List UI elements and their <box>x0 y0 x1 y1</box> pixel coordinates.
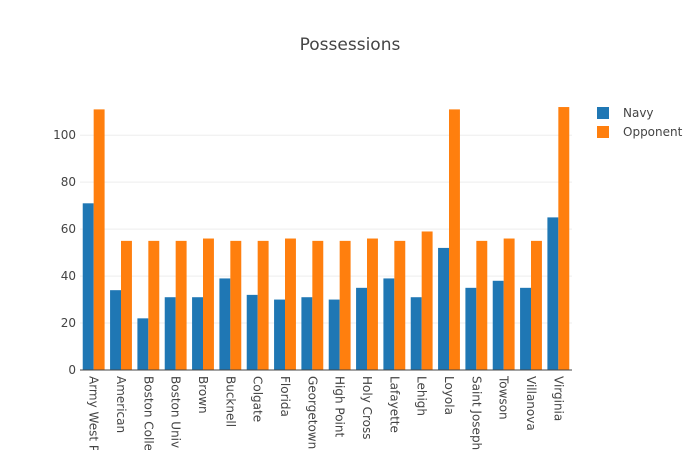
bar-opponent <box>367 238 378 370</box>
axes: 0 20 40 60 80 100 Army West P American Boston Co… <box>53 128 572 450</box>
bar-navy <box>246 294 258 370</box>
y-tick-label: 0 <box>68 363 76 377</box>
x-tick-label: Georgetown <box>305 376 319 449</box>
y-tick-label: 80 <box>61 175 76 189</box>
bar-opponent <box>148 240 160 370</box>
bar-opponent <box>312 240 324 370</box>
bar-opponent <box>121 240 132 370</box>
bar-navy <box>301 297 313 370</box>
bar-opponent <box>257 240 269 370</box>
x-tick-label: Colgate <box>251 376 265 422</box>
bar-navy <box>164 297 176 370</box>
chart-title: Possessions <box>300 35 401 55</box>
x-tick-label: Boston Colle <box>141 376 155 450</box>
legend-label-opponent: Opponent <box>623 125 683 139</box>
x-tick-label: Lafayette <box>387 376 401 433</box>
x-tick-label: Holy Cross <box>360 376 374 440</box>
bar-navy <box>82 203 94 370</box>
bar-opponent <box>339 240 351 370</box>
bar-opponent <box>285 238 296 370</box>
bar-opponent <box>175 240 187 370</box>
x-tick-label: American <box>114 376 128 433</box>
bar-navy <box>192 297 203 370</box>
bar-navy <box>356 287 367 370</box>
bar-navy <box>465 287 477 370</box>
x-tick-label: Boston Univ <box>169 376 183 448</box>
bar-navy <box>274 299 285 370</box>
legend-swatch-opponent <box>597 126 609 138</box>
bar-navy <box>137 318 149 370</box>
x-tick-label: Towson <box>497 375 511 420</box>
bar-navy <box>219 278 231 370</box>
bar-navy <box>383 278 395 370</box>
x-tick-label: Lehigh <box>415 376 429 416</box>
bars <box>82 107 570 371</box>
y-tick-label: 100 <box>53 128 76 142</box>
bar-opponent <box>203 238 214 370</box>
bar-navy <box>328 299 340 370</box>
x-tick-label: Brown <box>196 376 210 414</box>
bar-navy <box>438 247 449 370</box>
legend: Navy Opponent <box>597 106 683 139</box>
bar-opponent <box>531 240 542 370</box>
bar-navy <box>520 287 531 370</box>
x-tick-label: Florida <box>278 376 292 417</box>
x-tick-label: Bucknell <box>223 376 237 427</box>
x-tick-label: Army West P <box>87 376 101 450</box>
y-tick-label: 40 <box>61 269 76 283</box>
legend-label-navy: Navy <box>623 106 654 120</box>
bar-opponent <box>503 238 515 370</box>
x-tick-label: Virginia <box>551 376 565 421</box>
bar-opponent <box>93 109 105 371</box>
bar-opponent <box>558 107 570 370</box>
bar-navy <box>547 217 559 370</box>
bar-opponent <box>394 240 406 370</box>
gridlines <box>80 134 572 324</box>
bar-navy <box>110 290 121 370</box>
bar-opponent <box>476 240 488 370</box>
legend-swatch-navy <box>597 107 609 119</box>
y-tick-label: 20 <box>61 316 76 330</box>
bar-opponent <box>421 231 433 370</box>
x-tick-label: Villanova <box>524 376 538 431</box>
y-tick-label: 60 <box>61 222 76 236</box>
bar-opponent <box>449 109 460 371</box>
bar-navy <box>410 297 422 370</box>
bar-opponent <box>230 240 242 370</box>
bar-navy <box>492 280 504 370</box>
x-tick-label: High Point <box>333 376 347 437</box>
x-tick-label: Saint Joseph <box>469 376 483 450</box>
x-tick-label: Loyola <box>442 376 456 415</box>
